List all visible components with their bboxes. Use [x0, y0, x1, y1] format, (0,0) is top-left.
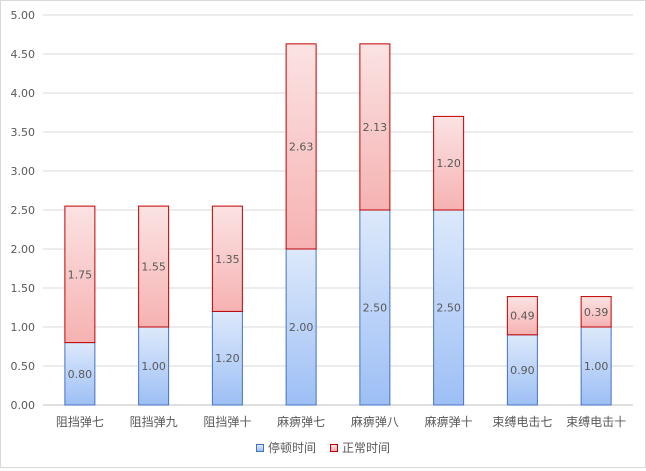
data-label: 0.49	[510, 310, 535, 323]
legend-swatch-series-1	[330, 443, 338, 452]
y-tick-label: 2.00	[11, 243, 36, 256]
y-tick-label: 0.00	[11, 399, 36, 412]
bar-segment	[285, 43, 317, 250]
x-axis-ticks: 阻挡弹七 阻挡弹九 阻挡弹十 麻痹弹七 麻痹弹八 麻痹弹十 束缚电击七 束缚电击十	[56, 414, 626, 429]
bar-segment	[138, 326, 170, 406]
legend-item-series-1: 正常时间	[330, 439, 390, 456]
x-tick-label: 麻痹弹七	[277, 414, 325, 429]
bar-segment	[506, 334, 538, 406]
data-label: 0.90	[510, 364, 535, 377]
data-label: 1.00	[141, 360, 166, 373]
bar-segment	[580, 296, 612, 328]
data-label: 0.39	[584, 306, 609, 319]
bar-segment	[359, 209, 391, 406]
y-tick-label: 2.50	[11, 204, 36, 217]
bar-segment	[580, 326, 612, 406]
x-tick-label: 束缚电击十	[566, 415, 626, 429]
bar-segment	[359, 43, 391, 211]
data-label: 1.20	[436, 157, 461, 170]
y-tick-label: 4.00	[11, 87, 36, 100]
y-axis-ticks: 0.00 0.50 1.00 1.50 2.00 2.50 3.00 3.50 4.00 4.50…	[11, 9, 36, 412]
bar-segment	[64, 342, 96, 406]
data-label: 2.63	[289, 140, 314, 153]
legend: 停顿时间 正常时间	[1, 439, 645, 456]
x-tick-label: 麻痹弹八	[351, 414, 399, 429]
bar-segment	[433, 115, 465, 211]
bar-segment	[64, 205, 96, 344]
y-tick-label: 5.00	[11, 9, 36, 22]
data-label: 0.80	[68, 368, 93, 381]
legend-label-series-0: 停顿时间	[267, 441, 316, 455]
bars	[64, 43, 612, 406]
y-tick-label: 3.50	[11, 126, 36, 139]
data-label: 1.00	[584, 360, 609, 373]
data-label: 2.00	[289, 321, 314, 334]
x-tick-label: 阻挡弹七	[56, 415, 104, 429]
legend-item-series-0: 停顿时间	[255, 439, 316, 456]
data-label: 2.50	[363, 302, 388, 315]
y-tick-label: 4.50	[11, 48, 36, 61]
x-tick-label: 麻痹弹十	[425, 414, 473, 429]
bar-segment	[138, 205, 170, 328]
bar-segment	[506, 296, 538, 336]
bar-segment	[433, 209, 465, 406]
y-tick-label: 1.50	[11, 282, 36, 295]
x-tick-label: 束缚电击七	[492, 415, 552, 429]
y-tick-label: 0.50	[11, 360, 36, 373]
legend-swatch-series-0	[255, 443, 264, 452]
data-label: 1.35	[215, 253, 240, 266]
data-label: 1.20	[215, 352, 240, 365]
data-label: 2.13	[363, 121, 388, 134]
bar-segment	[211, 205, 243, 312]
bar-segment	[211, 310, 243, 406]
y-tick-label: 1.00	[11, 321, 36, 334]
legend-label-series-1: 正常时间	[342, 441, 391, 455]
data-label: 1.75	[68, 268, 93, 281]
x-tick-label: 阻挡弹九	[130, 415, 178, 429]
y-tick-label: 3.00	[11, 165, 36, 178]
x-tick-label: 阻挡弹十	[203, 415, 251, 429]
gridlines	[43, 14, 633, 406]
data-labels: 0.80 1.75 1.00 1.55 1.20 1.35 2.00 2.63 2.50 2.13…	[68, 121, 609, 381]
data-label: 1.55	[141, 261, 166, 274]
data-label: 2.50	[436, 302, 461, 315]
